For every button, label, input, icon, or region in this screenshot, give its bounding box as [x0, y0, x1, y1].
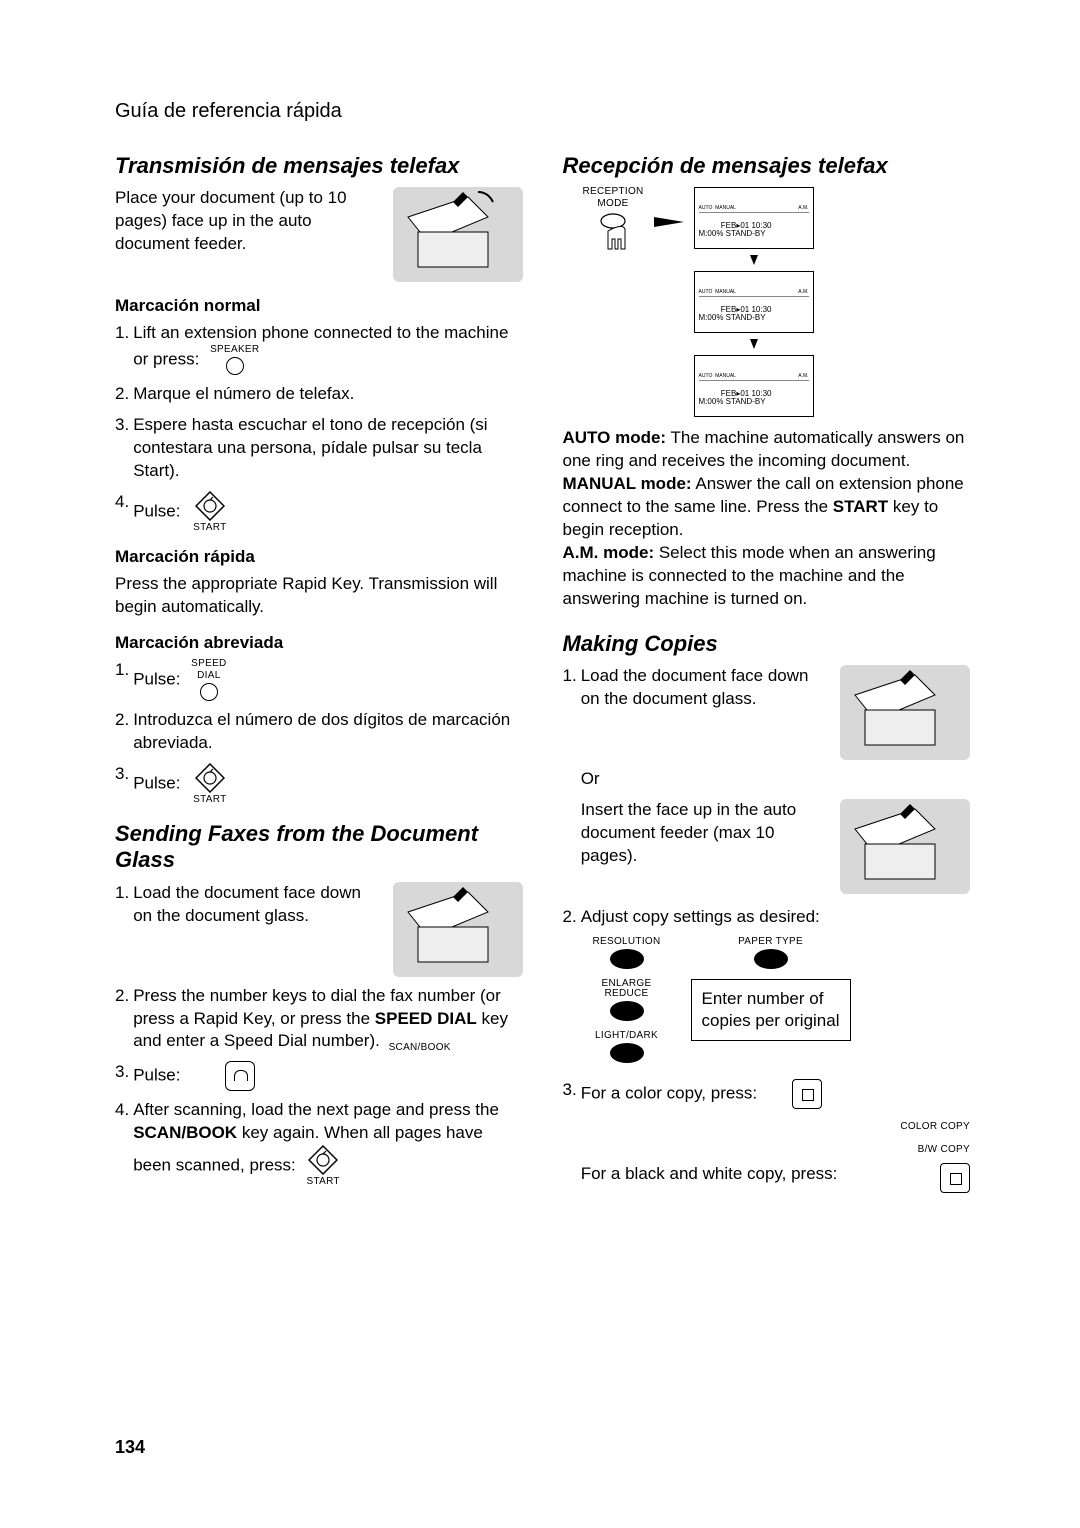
papertype-label: PAPER TYPE: [738, 937, 803, 947]
step-dg-3: 3. Pulse:: [115, 1061, 523, 1091]
bw-copy-button[interactable]: [940, 1163, 970, 1193]
step-abrev-2: 2.Introduzca el número de dos dígitos de…: [115, 709, 523, 755]
speed-label: SPEED: [191, 659, 226, 669]
step-mc-2: 2. Adjust copy settings as desired:: [563, 906, 971, 929]
copies-illustration-2: [840, 799, 970, 894]
step-abrev-3: 3. Pulse: START: [115, 763, 523, 805]
hand-press-icon: [588, 211, 638, 266]
step-normal-1: 1. Lift an extension phone connected to …: [115, 322, 523, 375]
docglass-illustration: [393, 882, 523, 977]
speed-dial-stack: SPEED DIAL: [191, 659, 226, 701]
step-abrev-1: 1. Pulse: SPEED DIAL: [115, 659, 523, 701]
step-mc-1: 1. Load the document face down on the do…: [563, 665, 971, 894]
speaker-button-stack: SPEAKER: [210, 345, 259, 375]
copies-illustration-1: [840, 665, 970, 760]
sub-marcacion-abreviada: Marcación abreviada: [115, 633, 523, 653]
lightdark-control: LIGHT/DARK: [593, 1031, 661, 1063]
scanbook-button[interactable]: [225, 1061, 255, 1091]
arrow-down-1: [750, 255, 758, 265]
lcd-3: AUTO MANUALA.M. FEB▸01 10:30M:00% STAND-…: [694, 355, 814, 417]
sub-marcacion-normal: Marcación normal: [115, 296, 523, 316]
scanbook-label-stack: SCAN/BOOK: [389, 1043, 451, 1053]
step-dg-1: 1. Load the document face down on the do…: [115, 882, 523, 977]
step-mc-3: 3. For a color copy, press: COLOR COPY B…: [563, 1079, 971, 1193]
resolution-label: RESOLUTION: [593, 937, 661, 947]
place-doc-row: Place your document (up to 10 pages) fac…: [115, 187, 523, 282]
fax-feed-illustration: [393, 187, 523, 282]
start-label-3: START: [306, 1177, 339, 1187]
content-columns: Transmisión de mensajes telefax Place yo…: [115, 153, 970, 1201]
step-normal-2: 2.Marque el número de telefax.: [115, 383, 523, 406]
arrow-down-2: [750, 339, 758, 349]
step-normal-4: 4. Pulse: START: [115, 491, 523, 533]
enlarge-reduce-control: ENLARGE REDUCE: [593, 979, 661, 1021]
right-column: Recepción de mensajes telefax RECEPTION …: [563, 153, 971, 1201]
page-title: Guía de referencia rápida: [115, 100, 970, 123]
papertype-control: PAPER TYPE: [691, 937, 851, 969]
section-reception-title: Recepción de mensajes telefax: [563, 153, 971, 179]
resolution-control: RESOLUTION: [593, 937, 661, 969]
section-making-copies-title: Making Copies: [563, 631, 971, 657]
dial-label: DIAL: [197, 671, 220, 681]
mc-insert-text: Insert the face up in the auto document …: [581, 799, 830, 868]
left-column: Transmisión de mensajes telefax Place yo…: [115, 153, 523, 1201]
start-button[interactable]: [195, 491, 225, 521]
start-label-2: START: [193, 795, 226, 805]
lcd-1: AUTO MANUALA.M. FEB▸01 10:30M:00% STAND-…: [694, 187, 814, 249]
arrow-right-icon: [654, 217, 684, 227]
mode-label: MODE: [597, 199, 628, 209]
reception-illustration: RECEPTION MODE AUTO MANUALA.M. FEB▸01 10…: [563, 187, 971, 417]
start-button-stack-3: START: [306, 1145, 339, 1187]
step-normal-3: 3.Espere hasta escuchar el tono de recep…: [115, 414, 523, 483]
start-button-stack-1: START: [193, 491, 226, 533]
reception-mode-button-col: RECEPTION MODE: [583, 187, 644, 266]
scanbook-label: SCAN/BOOK: [389, 1043, 451, 1053]
page-number: 134: [115, 1437, 145, 1458]
start-button-2[interactable]: [195, 763, 225, 793]
auto-mode-text: AUTO mode: The machine automatically ans…: [563, 427, 971, 473]
start-label-1: START: [193, 523, 226, 533]
ctrl-col-left: RESOLUTION ENLARGE REDUCE LIGHT/DARK: [593, 937, 661, 1063]
rapid-body: Press the appropriate Rapid Key. Transmi…: [115, 573, 523, 619]
enter-copies-box: Enter number of copies per original: [691, 979, 851, 1041]
sub-marcacion-rapida: Marcación rápida: [115, 547, 523, 567]
mc-or: Or: [581, 768, 970, 791]
lightdark-button[interactable]: [610, 1043, 644, 1063]
copy-controls: RESOLUTION ENLARGE REDUCE LIGHT/DARK PAP…: [593, 937, 971, 1063]
bwcopy-label: B/W COPY: [918, 1144, 970, 1155]
lcd-stack: AUTO MANUALA.M. FEB▸01 10:30M:00% STAND-…: [694, 187, 814, 417]
colorcopy-label: COLOR COPY: [900, 1121, 970, 1132]
section-transmision-title: Transmisión de mensajes telefax: [115, 153, 523, 179]
papertype-button[interactable]: [754, 949, 788, 969]
lcd-2: AUTO MANUALA.M. FEB▸01 10:30M:00% STAND-…: [694, 271, 814, 333]
enlarge-reduce-button[interactable]: [610, 1001, 644, 1021]
color-copy-button[interactable]: [792, 1079, 822, 1109]
reduce-label: REDUCE: [604, 989, 648, 999]
step-dg-4: 4. After scanning, load the next page an…: [115, 1099, 523, 1187]
speed-dial-button[interactable]: [200, 683, 218, 701]
ctrl-col-right: PAPER TYPE Enter number of copies per or…: [691, 937, 851, 1041]
lightdark-label: LIGHT/DARK: [595, 1031, 658, 1041]
start-button-3[interactable]: [308, 1145, 338, 1175]
reception-label: RECEPTION: [583, 187, 644, 197]
speaker-label: SPEAKER: [210, 345, 259, 355]
resolution-button[interactable]: [610, 949, 644, 969]
place-doc-text: Place your document (up to 10 pages) fac…: [115, 187, 383, 256]
section-docglass-title: Sending Faxes from the Document Glass: [115, 821, 523, 874]
step-dg-2: 2. Press the number keys to dial the fax…: [115, 985, 523, 1054]
am-mode-text: A.M. mode: Select this mode when an answ…: [563, 542, 971, 611]
mc-bw-text: For a black and white copy, press:: [581, 1163, 930, 1186]
start-button-stack-2: START: [193, 763, 226, 805]
step-normal-1-text: Lift an extension phone connected to the…: [133, 323, 508, 368]
manual-mode-text: MANUAL mode: Answer the call on extensio…: [563, 473, 971, 542]
speaker-button[interactable]: [226, 357, 244, 375]
